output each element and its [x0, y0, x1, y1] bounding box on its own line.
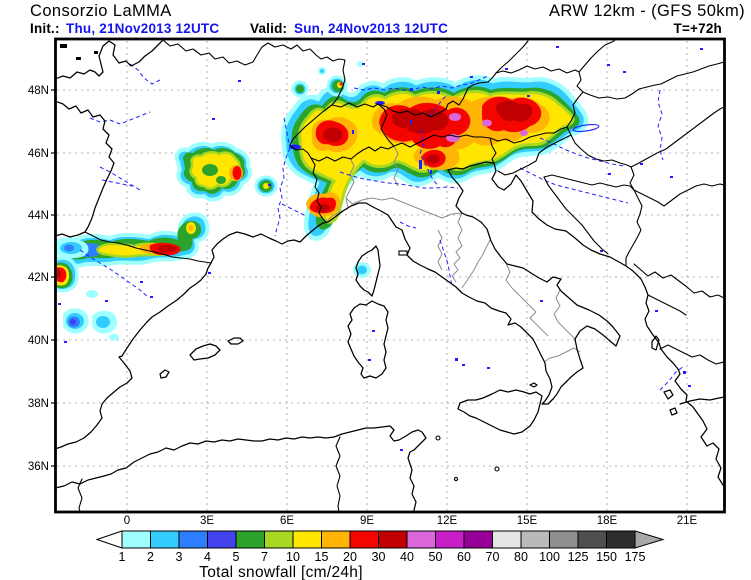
- colorbar-right-arrow: [634, 530, 665, 549]
- colorbar-cells: [121, 530, 636, 549]
- svg-text:7: 7: [261, 550, 268, 564]
- valid-label: Valid:: [250, 21, 287, 36]
- colorbar: 1 2 3 4 5 7 10 15 20 30 40 50 60 70 80 1…: [95, 530, 665, 580]
- svg-text:50: 50: [429, 550, 443, 564]
- svg-text:20: 20: [343, 550, 357, 564]
- svg-text:4: 4: [204, 550, 211, 564]
- map-body: [57, 40, 724, 511]
- brand-title: Consorzio LaMMA: [30, 2, 172, 20]
- init-value: Thu, 21Nov2013 12UTC: [66, 21, 219, 36]
- colorbar-title: Total snowfall [cm/24h]: [199, 564, 363, 580]
- lat-label-42n: 42N: [28, 272, 49, 284]
- svg-text:2: 2: [147, 550, 154, 564]
- svg-text:40: 40: [400, 550, 414, 564]
- svg-text:60: 60: [457, 550, 471, 564]
- lon-label-12e: 12E: [437, 515, 458, 527]
- snow-vosges-blackforest: [291, 61, 363, 98]
- svg-text:15: 15: [315, 550, 329, 564]
- lat-label-38n: 38N: [28, 398, 49, 410]
- admin-borders: [325, 145, 581, 363]
- lon-label-0: 0: [124, 515, 130, 527]
- lat-label-40n: 40N: [28, 335, 49, 347]
- svg-text:70: 70: [486, 550, 500, 564]
- lon-label-15e: 15E: [517, 515, 538, 527]
- snow-alps: [281, 75, 589, 241]
- lon-label-21e: 21E: [677, 515, 698, 527]
- svg-text:125: 125: [568, 550, 589, 564]
- lat-label-46n: 46N: [28, 148, 49, 160]
- country-borders: [77, 40, 724, 511]
- lat-label-36n: 36N: [28, 461, 49, 473]
- svg-text:1: 1: [119, 550, 126, 564]
- lead-time: T=+72h: [674, 21, 722, 36]
- snow-iberia-west: [57, 237, 98, 298]
- colorbar-tick-labels: 1 2 3 4 5 7 10 15 20 30 40 50 60 70 80 1…: [119, 550, 646, 564]
- snow-massif-central: [174, 141, 278, 202]
- map-frame: [54, 37, 726, 514]
- svg-text:150: 150: [596, 550, 617, 564]
- lon-label-18e: 18E: [597, 515, 618, 527]
- header: Consorzio LaMMA ARW 12km - (GFS 50km) In…: [30, 2, 745, 36]
- coastlines: [57, 40, 724, 511]
- init-label: Init.:: [30, 21, 60, 36]
- lon-label-3e: 3E: [200, 515, 214, 527]
- river-specks: [58, 46, 703, 451]
- svg-text:175: 175: [625, 550, 646, 564]
- lat-label-44n: 44N: [28, 210, 49, 222]
- lon-label-9e: 9E: [360, 515, 374, 527]
- svg-text:30: 30: [372, 550, 386, 564]
- svg-text:100: 100: [539, 550, 560, 564]
- lon-axis: 0 3E 6E 9E 12E 15E 18E 21E: [124, 515, 698, 527]
- valid-value: Sun, 24Nov2013 12UTC: [294, 21, 448, 36]
- colorbar-left-arrow: [95, 530, 123, 549]
- lon-label-6e: 6E: [280, 515, 294, 527]
- lat-axis: 48N 46N 44N 42N 40N 38N 36N: [28, 85, 55, 473]
- model-title: ARW 12km - (GFS 50km): [549, 2, 745, 20]
- svg-text:5: 5: [233, 550, 240, 564]
- snow-pyrenees: [57, 212, 210, 268]
- svg-text:10: 10: [286, 550, 300, 564]
- svg-text:80: 80: [514, 550, 528, 564]
- snow-spain-spots: [63, 308, 119, 341]
- snow-corsica: [353, 262, 371, 278]
- lat-label-48n: 48N: [28, 85, 49, 97]
- svg-text:3: 3: [176, 550, 183, 564]
- snowfall-field: [57, 61, 589, 341]
